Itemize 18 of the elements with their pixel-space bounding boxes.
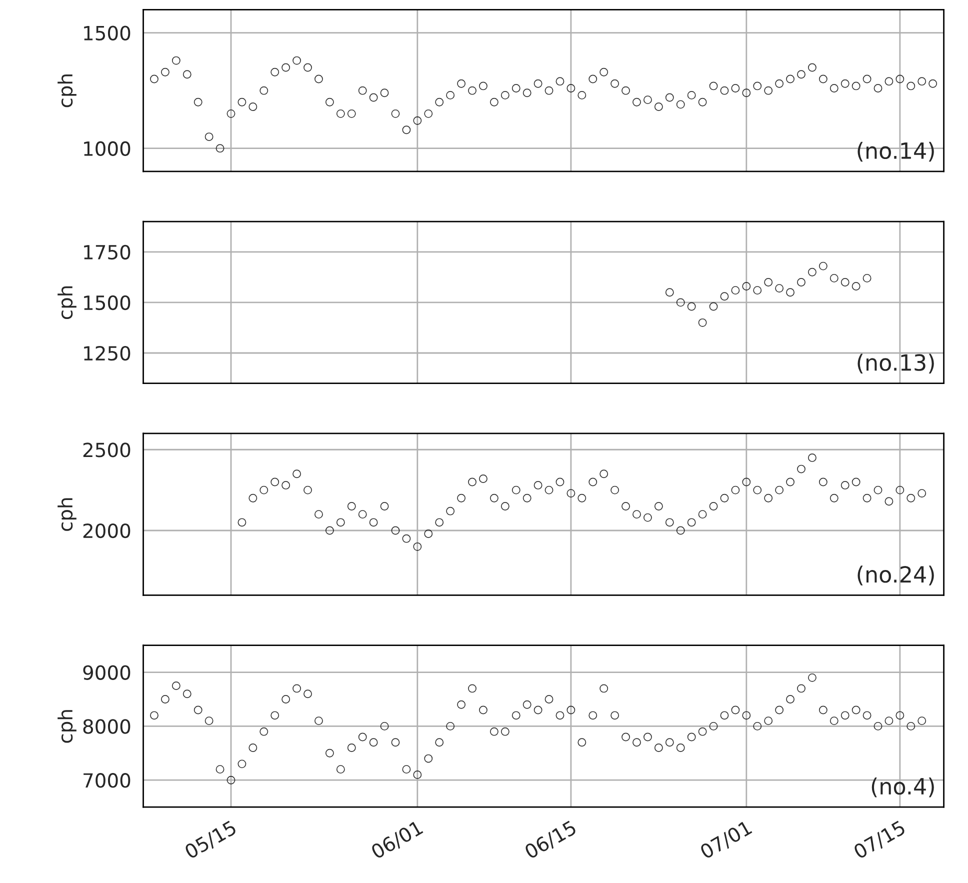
y-tick-label: 2000 xyxy=(83,523,130,538)
y-tick-label: 1500 xyxy=(84,26,130,40)
y-tick-label: 9000 xyxy=(83,665,130,680)
annotation: (no.13) xyxy=(858,354,934,374)
annotation: (no.24) xyxy=(858,566,934,586)
y-tick-label: 1000 xyxy=(84,141,130,156)
y-tick-label: 1750 xyxy=(84,244,130,260)
y-tick-label: 7000 xyxy=(84,773,130,788)
y-tick-label: 8000 xyxy=(83,719,130,734)
y-tick-label: 1500 xyxy=(84,295,130,310)
y-axis-title: cph xyxy=(58,710,76,743)
annotation: (no.4) xyxy=(872,777,934,798)
y-axis-title: cph xyxy=(58,498,76,531)
y-axis-title: cph xyxy=(58,286,76,320)
y-tick-label: 1250 xyxy=(84,346,130,361)
y-tick-label: 2500 xyxy=(83,442,130,458)
annotation: (no.14) xyxy=(858,142,934,162)
y-axis-title: cph xyxy=(58,74,76,108)
